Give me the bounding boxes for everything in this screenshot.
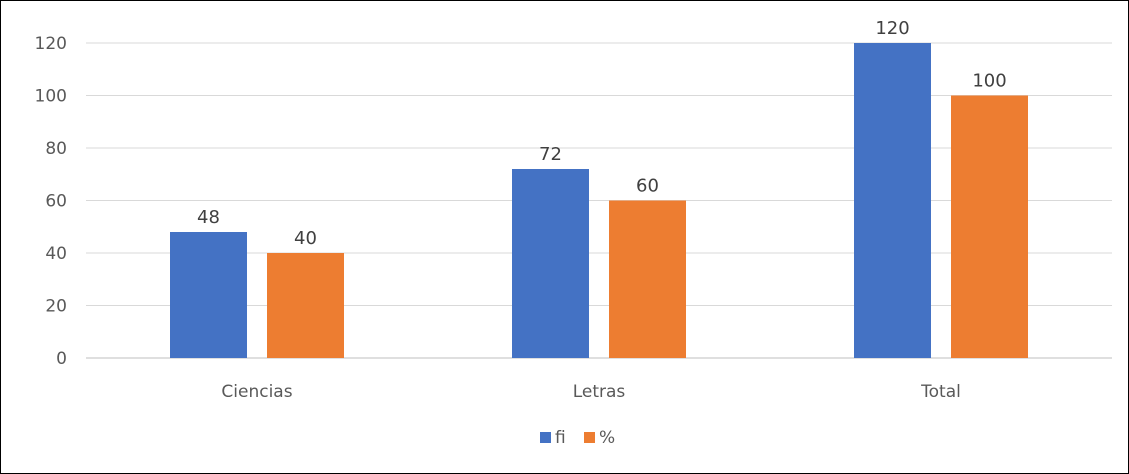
data-label: 48 [197,207,220,228]
y-tick-label: 60 [45,192,67,212]
legend-label: % [599,428,615,448]
legend-label: fi [555,428,566,448]
bar-fi-letras [512,169,589,358]
x-category-label: Ciencias [221,382,292,402]
y-tick-label: 20 [45,297,67,317]
data-label: 40 [294,228,317,249]
bar-percent-total [951,95,1028,358]
bar-fi-total [854,43,931,358]
bar-fi-ciencias [170,232,247,358]
bar-percent-ciencias [267,253,344,358]
legend-swatch [540,432,551,443]
data-label: 100 [972,71,1006,92]
legend-swatch [584,432,595,443]
y-tick-label: 80 [45,139,67,159]
x-category-label: Total [920,382,961,402]
data-label: 120 [875,18,909,39]
data-label: 60 [636,176,659,197]
bar-percent-letras [609,200,686,358]
y-tick-label: 100 [35,87,67,107]
y-tick-label: 0 [56,349,67,369]
data-label: 72 [539,144,562,165]
y-tick-label: 120 [35,34,67,54]
x-category-label: Letras [573,382,626,402]
y-tick-label: 40 [45,244,67,264]
